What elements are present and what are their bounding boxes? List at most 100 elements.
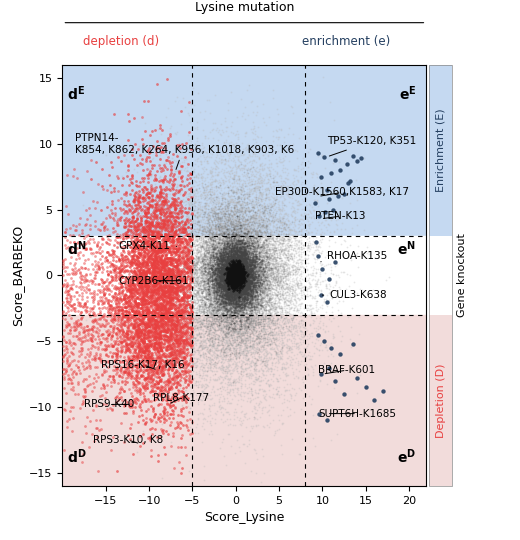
Point [260,249,268,258]
Point [250,213,258,221]
Point [228,264,236,272]
Point [140,278,148,287]
Point [219,291,227,300]
Point [179,292,187,300]
Point [157,321,165,329]
Point [147,183,155,191]
Point [162,393,171,401]
Point [228,276,236,285]
Point [236,213,244,221]
Point [247,241,255,249]
Point [249,163,257,171]
Point [209,282,217,291]
Point [193,207,202,216]
Point [129,352,137,361]
Point [253,308,261,317]
Point [268,251,276,259]
Point [202,294,211,302]
Point [276,235,284,244]
Point [240,295,248,303]
Point [165,302,174,310]
Point [109,315,117,323]
Point [143,227,151,235]
Point [278,157,287,166]
Point [297,289,305,298]
Point [217,295,226,303]
Point [241,274,250,283]
Point [246,267,254,275]
Point [263,360,271,369]
Point [237,267,245,275]
Point [133,364,141,373]
Point [224,314,232,323]
Point [228,282,237,291]
Point [297,319,305,327]
Point [273,352,281,360]
Point [233,267,242,275]
Point [277,349,285,358]
Point [309,251,317,259]
Point [259,243,268,252]
Point [117,363,125,372]
Point [211,234,219,243]
Point [232,245,241,254]
Point [222,286,230,295]
Point [207,319,215,328]
Point [245,240,254,249]
Point [270,255,278,264]
Point [228,256,237,265]
Point [226,268,235,277]
Point [224,262,232,271]
Point [182,251,190,260]
Point [229,275,238,284]
Point [232,238,240,247]
Point [155,282,164,291]
Point [218,244,227,252]
Point [230,293,239,301]
Point [129,312,138,320]
Point [177,208,185,217]
Point [232,267,241,276]
Point [146,291,154,299]
Point [246,274,254,282]
Point [203,246,211,254]
Point [179,221,188,230]
Point [215,280,224,289]
Point [181,227,190,235]
Point [140,365,148,374]
Point [250,300,258,308]
Point [271,340,280,349]
Point [270,281,279,289]
Point [248,261,256,270]
Point [240,268,248,277]
Point [225,233,233,241]
Point [245,254,253,262]
Point [233,288,242,297]
Point [171,205,179,214]
Point [155,284,164,293]
Point [251,279,259,287]
Point [197,276,205,285]
Point [223,268,231,277]
Point [200,270,209,279]
Point [280,375,289,384]
Point [244,254,253,263]
Point [282,244,291,252]
Point [208,255,216,264]
Point [251,255,259,264]
Point [226,211,235,220]
Point [249,313,257,322]
Point [278,240,287,248]
Point [160,194,168,202]
Point [224,281,232,290]
Point [224,244,232,252]
Point [162,190,170,198]
Point [193,356,201,365]
Point [187,302,195,311]
Point [239,260,247,268]
Point [159,305,167,314]
Point [136,366,144,374]
Point [205,294,213,303]
Point [126,373,135,382]
Point [212,263,220,272]
